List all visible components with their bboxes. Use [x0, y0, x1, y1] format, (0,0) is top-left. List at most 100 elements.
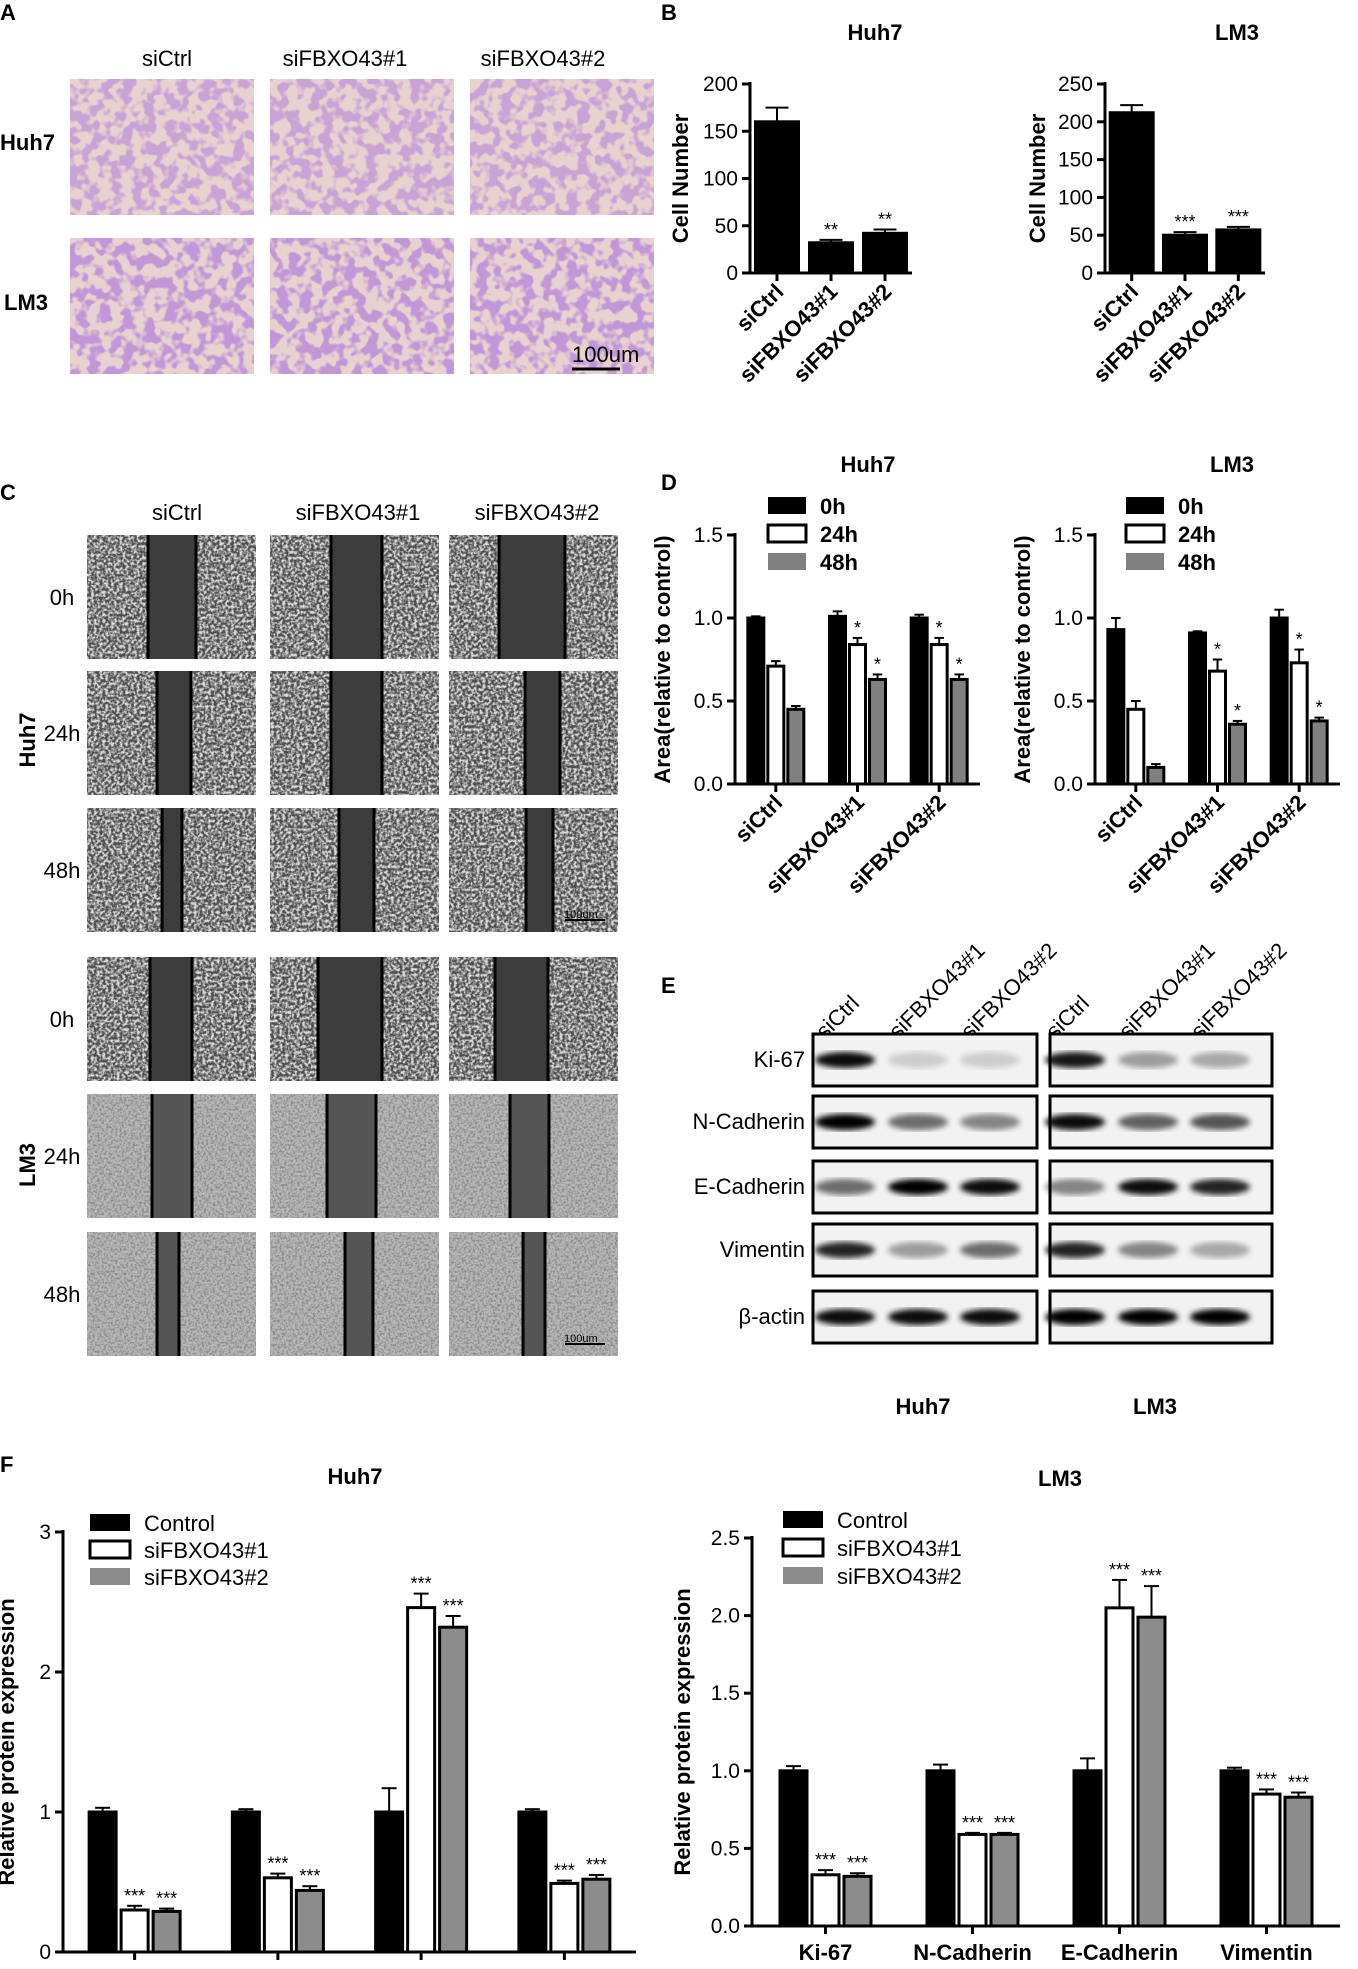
legend-label: siFBXO43#2: [837, 1564, 962, 1589]
y-axis-label: Area(relative to control): [1010, 535, 1035, 783]
scale-bar-label: 100um: [572, 342, 639, 367]
legend-label: siFBXO43#1: [837, 1536, 962, 1561]
bar: [786, 707, 806, 786]
y-tick-label: 0.5: [711, 1837, 740, 1860]
wound-gap: [327, 1094, 376, 1218]
chart-f-lm3: LM3 Relative protein expression 0.0 0.5 1.0 1…: [670, 1466, 1340, 1965]
bar: [925, 1769, 956, 1928]
transwell-stain: [70, 238, 254, 374]
wound-time-label: 24h: [44, 721, 81, 746]
chart-d-huh7: Huh7 Area(relative to control) 0.0 0.5 1.0 1.…: [650, 452, 980, 898]
bar: [949, 677, 969, 786]
blot-cell-line-label: Huh7: [896, 1394, 951, 1419]
legend-label: 48h: [820, 550, 858, 575]
transwell-stain: [270, 79, 454, 215]
wound-gap: [495, 957, 548, 1081]
blot-band: [1045, 1309, 1105, 1325]
blot-band: [815, 1242, 875, 1258]
blot-band: [1190, 1114, 1250, 1130]
x-tick-label: siCtrl: [1090, 790, 1147, 847]
panel-f: F Huh7 Relative protein expression 0 1 2 3 Ki-…: [0, 1452, 1340, 1969]
y-tick-label: 2.5: [711, 1527, 740, 1550]
y-tick-label: 0.0: [694, 773, 723, 796]
wound-time-label: 24h: [44, 1144, 81, 1169]
blot-protein-label: β-actin: [739, 1304, 805, 1329]
wound-gap: [318, 957, 382, 1081]
transwell-col-label: siFBXO43#2: [481, 46, 606, 71]
bar: [1136, 1615, 1167, 1928]
y-axis-label: Cell Number: [1025, 113, 1050, 243]
y-axis-label: Relative protein expression: [0, 1598, 19, 1885]
chart-title: LM3: [1210, 452, 1254, 477]
legend-label: 0h: [1178, 494, 1204, 519]
bar: [754, 120, 800, 275]
bar: [848, 643, 867, 786]
y-axis-label: Area(relative to control): [650, 535, 675, 783]
legend-swatch: [783, 1511, 823, 1528]
wound-gap: [148, 535, 196, 659]
wound-gap: [157, 671, 191, 795]
y-tick-label: 50: [1070, 224, 1093, 247]
blot-band: [815, 1052, 875, 1068]
transwell-row-label: LM3: [4, 290, 48, 315]
wound-gap: [523, 1232, 545, 1356]
blot-protein-label: N-Cadherin: [693, 1109, 806, 1134]
bar: [1251, 1792, 1282, 1928]
chart-title: Huh7: [848, 20, 903, 45]
y-tick-label: 1.5: [1054, 524, 1083, 547]
bar: [1072, 1769, 1103, 1928]
significance-mark: **: [878, 210, 892, 230]
blot-band: [960, 1179, 1020, 1195]
bar: [151, 1909, 182, 1954]
blot-band: [1118, 1114, 1178, 1130]
blot-band: [960, 1052, 1020, 1068]
bar: [517, 1810, 548, 1954]
panel-c: C siCtrl siFBXO43#1 siFBXO43#2 Huh7 LM3 …: [0, 480, 618, 1356]
blot-band: [1045, 1179, 1105, 1195]
bar: [1208, 669, 1227, 786]
blot-band: [815, 1309, 875, 1325]
bar: [909, 616, 929, 786]
significance-mark: ***: [1228, 207, 1249, 227]
blot-band: [888, 1114, 948, 1130]
chart-title: Huh7: [328, 1464, 383, 1489]
panel-letter-a: A: [0, 0, 16, 25]
y-tick-label: 1.0: [711, 1760, 740, 1783]
bar: [1219, 1769, 1250, 1928]
blot-band: [1045, 1242, 1105, 1258]
blot-band: [815, 1179, 875, 1195]
y-tick-label: 250: [1058, 73, 1093, 96]
significance-mark: ***: [267, 1854, 288, 1874]
y-tick-label: 200: [703, 73, 738, 96]
blot-band: [1045, 1114, 1105, 1130]
bar: [581, 1877, 612, 1954]
bar: [1108, 111, 1155, 275]
bar: [406, 1606, 437, 1954]
significance-mark: ***: [156, 1889, 177, 1909]
transwell-col-label: siCtrl: [142, 46, 192, 71]
legend-label: Control: [837, 1508, 908, 1533]
panel-letter-b: B: [661, 0, 677, 25]
legend-swatch: [768, 497, 806, 514]
legend-swatch: [781, 1537, 825, 1558]
bar: [746, 616, 766, 786]
blot-band: [960, 1242, 1020, 1258]
bar: [1126, 707, 1146, 786]
blot-band: [1190, 1052, 1250, 1068]
bar: [929, 643, 949, 786]
blot-band: [1190, 1242, 1250, 1258]
blot-band: [960, 1114, 1020, 1130]
legend-swatch: [90, 1514, 130, 1531]
blot-protein-label: Vimentin: [720, 1237, 805, 1262]
transwell-image-grid: [70, 79, 654, 374]
wound-time-label: 0h: [50, 1007, 74, 1032]
significance-mark: **: [824, 220, 838, 240]
significance-mark: ***: [1288, 1773, 1309, 1793]
blot-band: [1118, 1309, 1178, 1325]
chart-title: LM3: [1038, 1466, 1082, 1491]
x-tick-label: N-Cadherin: [219, 1966, 338, 1969]
bar: [868, 677, 887, 786]
y-tick-label: 1.5: [694, 524, 723, 547]
